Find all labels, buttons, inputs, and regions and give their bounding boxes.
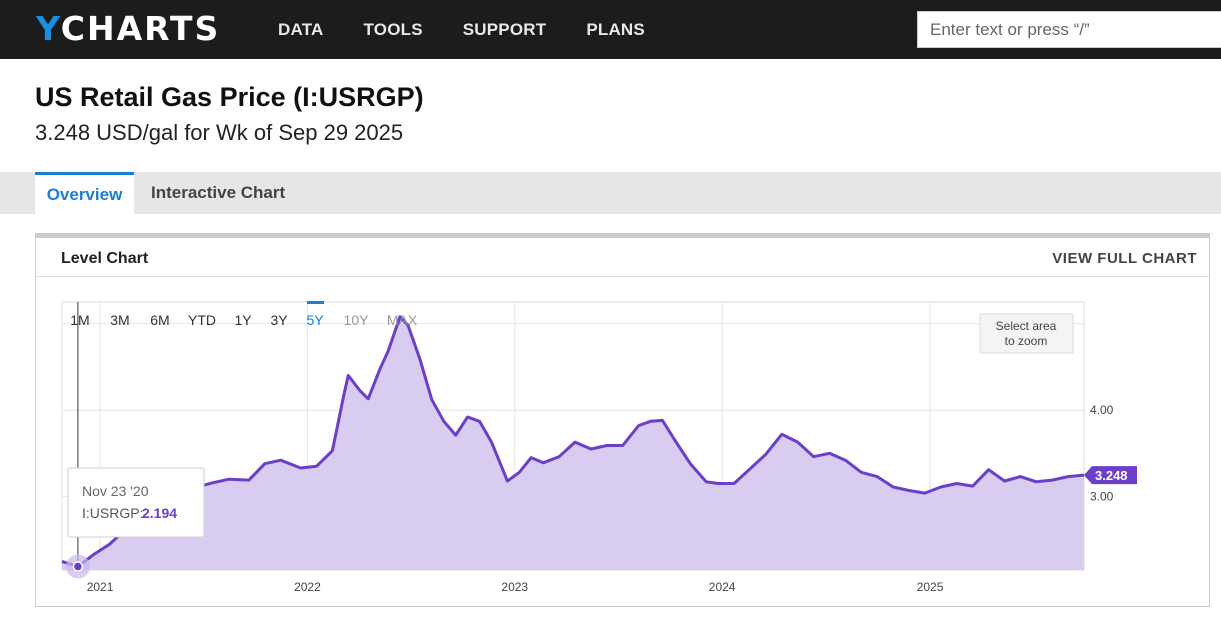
nav-support[interactable]: SUPPORT xyxy=(462,19,547,39)
tab-bar: Overview Interactive Chart xyxy=(0,172,1221,214)
range-button-ytd[interactable]: YTD xyxy=(188,312,216,328)
card-title: Level Chart xyxy=(61,250,149,267)
range-button-3y[interactable]: 3Y xyxy=(270,312,288,328)
range-button-max[interactable]: MAX xyxy=(387,312,418,328)
view-full-chart-link[interactable]: VIEW FULL CHART xyxy=(1052,250,1197,267)
x-tick-label: 2022 xyxy=(294,580,321,594)
last-value-flag: 3.248 xyxy=(1084,466,1137,485)
top-nav-bar: YCHARTS DATA TOOLS SUPPORT PLANS xyxy=(0,0,1221,59)
range-button-10y[interactable]: 10Y xyxy=(344,312,370,328)
tooltip: Nov 23 '20 I:USRGP: 2.194 xyxy=(67,467,205,538)
x-tick-label: 2025 xyxy=(917,580,944,594)
range-button-6m[interactable]: 6M xyxy=(150,312,169,328)
series-area xyxy=(62,316,1084,570)
hover-marker xyxy=(72,561,84,572)
search-input[interactable] xyxy=(917,11,1221,48)
tab-interactive-chart[interactable]: Interactive Chart xyxy=(151,183,286,202)
nav-plans[interactable]: PLANS xyxy=(586,19,645,39)
card-divider xyxy=(36,276,1209,277)
x-axis-labels: 2021 2022 2023 2024 2025 xyxy=(87,580,944,594)
main-nav: DATA TOOLS SUPPORT PLANS xyxy=(278,0,685,59)
range-button-1m[interactable]: 1M xyxy=(70,312,89,328)
range-button-1y[interactable]: 1Y xyxy=(234,312,252,328)
y-axis-labels: 3.00 4.00 xyxy=(1090,403,1114,503)
range-selector: 1M 3M 6M YTD 1Y 3Y 5Y 10Y MAX xyxy=(70,312,418,328)
nav-tools[interactable]: TOOLS xyxy=(363,19,423,39)
ycharts-logo[interactable]: YCHARTS xyxy=(36,9,221,48)
y-tick-label: 4.00 xyxy=(1090,403,1114,417)
active-range-indicator xyxy=(307,301,324,304)
nav-data[interactable]: DATA xyxy=(278,19,324,39)
last-value-label: 3.248 xyxy=(1095,468,1128,483)
tooltip-value: 2.194 xyxy=(142,505,177,521)
range-button-3m[interactable]: 3M xyxy=(110,312,129,328)
zoom-hint-line2: to zoom xyxy=(1005,334,1048,348)
x-tick-label: 2024 xyxy=(709,580,736,594)
x-tick-label: 2021 xyxy=(87,580,114,594)
tab-overview[interactable]: Overview xyxy=(35,172,134,214)
tooltip-series-label: I:USRGP: xyxy=(82,505,143,521)
series-line xyxy=(61,315,1085,568)
zoom-hint-line1: Select area xyxy=(996,319,1057,333)
zoom-hint: Select area to zoom xyxy=(979,313,1074,354)
page-subtitle: 3.248 USD/gal for Wk of Sep 29 2025 xyxy=(35,120,404,145)
x-tick-label: 2023 xyxy=(501,580,528,594)
y-tick-label: 3.00 xyxy=(1090,490,1114,504)
range-button-5y[interactable]: 5Y xyxy=(306,312,324,328)
tooltip-date: Nov 23 '20 xyxy=(82,483,149,499)
page-title: US Retail Gas Price (I:USRGP) xyxy=(35,82,424,112)
